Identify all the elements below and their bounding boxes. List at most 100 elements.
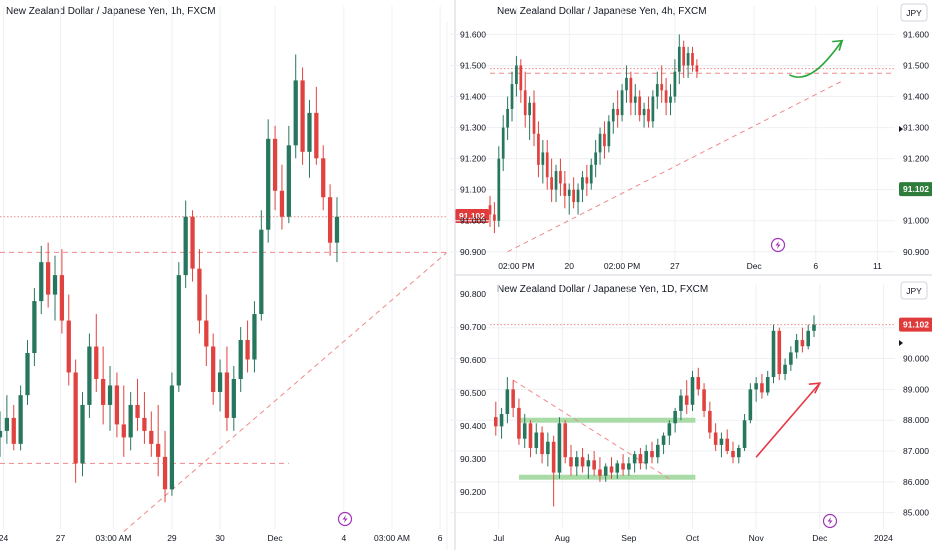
candle-body xyxy=(162,456,168,490)
currency-label-box[interactable] xyxy=(900,281,928,300)
x-tick-label: 03:00 AM xyxy=(374,533,410,543)
candle-body xyxy=(731,451,735,458)
candle-body xyxy=(574,457,579,467)
candle-body xyxy=(598,469,602,476)
candle-body xyxy=(719,438,724,445)
candle-body xyxy=(611,108,615,122)
support-zone xyxy=(518,417,696,423)
candle-body xyxy=(66,320,71,373)
candle-body xyxy=(667,423,672,436)
candle-body xyxy=(581,177,584,190)
candle-body xyxy=(488,205,492,215)
candle-body xyxy=(211,346,216,392)
left-tick-label: 91.000 xyxy=(460,216,486,226)
candle-body xyxy=(506,108,509,128)
candle-body xyxy=(286,145,291,217)
candle-body xyxy=(800,340,805,347)
chart-panel-1d[interactable]: New Zealand Dollar / Japanese Yen, 1D, F… xyxy=(450,281,932,543)
left-tick-label: 90.600 xyxy=(460,355,486,365)
candle-body xyxy=(650,451,654,458)
left-tick-label: 91.100 xyxy=(460,185,486,195)
candle-body xyxy=(327,197,333,243)
candle-body xyxy=(149,430,154,444)
candle-body xyxy=(567,189,571,196)
candle-body xyxy=(156,443,161,457)
candle-body xyxy=(176,275,181,386)
candle-body xyxy=(691,53,694,66)
candle-body xyxy=(660,84,664,91)
candle-body xyxy=(554,171,558,190)
candle-body xyxy=(629,77,633,103)
y-tick-label: 89.000 xyxy=(903,384,929,394)
candle-body xyxy=(651,96,655,122)
candle-body xyxy=(266,138,271,230)
candle-body xyxy=(307,112,312,152)
candle-body xyxy=(517,407,521,439)
candle-body xyxy=(603,133,606,147)
candle-body xyxy=(748,389,753,421)
currency-label: JPY xyxy=(906,286,922,296)
candle-body xyxy=(4,417,10,431)
candle-body xyxy=(135,404,140,418)
candle-body xyxy=(493,417,498,427)
y-tick-label: 91.300 xyxy=(903,123,929,133)
left-tick-label: 90.700 xyxy=(460,322,486,332)
x-tick-label: 11 xyxy=(873,261,882,271)
candle-body xyxy=(39,262,44,302)
candle-body xyxy=(32,301,37,354)
candle-body xyxy=(121,424,126,438)
candle-body xyxy=(563,423,568,458)
candle-body xyxy=(765,377,770,393)
candle-body xyxy=(632,454,637,464)
candle-body xyxy=(545,152,549,178)
candle-body xyxy=(576,189,580,203)
price-tag-label: 91.102 xyxy=(903,184,929,194)
left-tick-label: 90.800 xyxy=(460,289,486,299)
candle-body xyxy=(609,466,614,473)
candle-body xyxy=(73,372,78,464)
candle-body xyxy=(760,383,764,393)
candle-body xyxy=(231,378,236,418)
candle-body xyxy=(642,108,646,116)
candle-body xyxy=(713,432,718,445)
candle-body xyxy=(625,77,628,91)
candle-body xyxy=(300,80,305,152)
candle-body xyxy=(679,395,683,411)
candle-body xyxy=(59,275,65,321)
chart-panel-4h[interactable]: New Zealand Dollar / Japanese Yen, 4h, F… xyxy=(450,3,932,271)
chart-panel-1h[interactable]: New Zealand Dollar / Japanese Yen, 1h, F… xyxy=(0,6,489,550)
x-tick-label: Sep xyxy=(621,533,636,543)
lightning-bolt-icon xyxy=(827,517,833,525)
candle-body xyxy=(742,420,747,448)
candle-body xyxy=(272,138,278,191)
y-tick-label: 85.000 xyxy=(903,508,929,518)
candle-body xyxy=(586,460,591,467)
arrow-head-icon xyxy=(808,382,822,394)
x-tick-label: Dec xyxy=(268,533,284,543)
x-tick-label: 6 xyxy=(813,261,818,271)
y-tick-label: 87.000 xyxy=(903,446,929,456)
candle-body xyxy=(190,216,195,269)
projection-arrow xyxy=(788,40,843,78)
candle-body xyxy=(690,377,695,405)
candle-body xyxy=(252,314,257,360)
currency-label-box[interactable] xyxy=(900,3,928,22)
candle-body xyxy=(94,346,99,379)
candle-body xyxy=(87,346,92,405)
candle-body xyxy=(204,320,209,347)
candle-body xyxy=(607,121,611,147)
x-tick-label: 20 xyxy=(565,261,575,271)
candle-body xyxy=(183,216,188,276)
candle-body xyxy=(669,96,672,103)
left-tick-label: 91.600 xyxy=(460,29,486,39)
candle-body xyxy=(695,65,699,72)
candle-body xyxy=(499,414,504,427)
lightning-bolt-icon xyxy=(775,241,781,249)
candle-body xyxy=(603,466,608,476)
x-tick-label: 02:00 PM xyxy=(498,261,534,271)
arrow-head-icon xyxy=(832,39,844,51)
x-tick-label: Dec xyxy=(812,533,828,543)
left-tick-label: 90.300 xyxy=(460,454,486,464)
candle-body xyxy=(534,432,539,448)
